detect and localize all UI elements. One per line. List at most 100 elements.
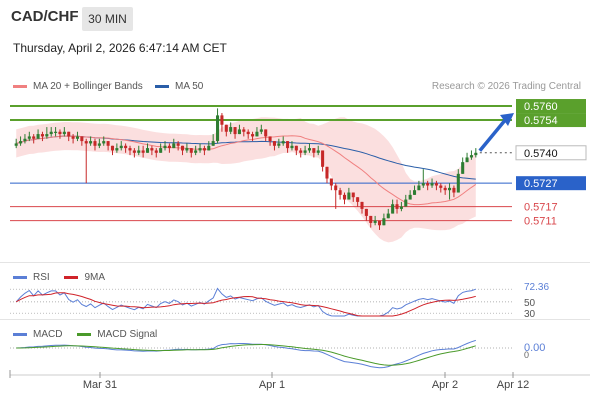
candle xyxy=(154,148,158,158)
candle xyxy=(233,127,237,139)
candle-body xyxy=(40,134,44,137)
rsi-line xyxy=(15,287,476,317)
candle-body xyxy=(172,143,176,149)
candle-body xyxy=(364,208,368,216)
x-tick-label: Apr 1 xyxy=(259,379,285,391)
candle-body xyxy=(110,145,115,151)
candle xyxy=(334,183,338,209)
candle-body xyxy=(119,145,123,149)
candle xyxy=(242,127,246,137)
legend-macd-label: MACD xyxy=(33,329,63,340)
candle xyxy=(382,213,386,226)
candle xyxy=(167,143,171,153)
candle xyxy=(268,136,272,146)
candle-body xyxy=(474,152,478,156)
candle xyxy=(49,127,53,137)
candle-body xyxy=(75,136,80,139)
candle-body xyxy=(137,150,141,153)
candle-body xyxy=(207,145,211,151)
candle-body xyxy=(154,150,158,153)
candle-body xyxy=(102,141,106,144)
candle-body xyxy=(124,145,128,149)
price-tag-bg xyxy=(516,99,586,114)
candle xyxy=(386,208,390,219)
candle xyxy=(202,145,206,156)
candle xyxy=(439,183,443,193)
candle-body xyxy=(456,173,460,193)
candle-body xyxy=(430,183,434,186)
candle xyxy=(408,190,412,200)
candle xyxy=(185,143,189,153)
candle-body xyxy=(180,145,185,151)
candle-body xyxy=(106,141,110,146)
candle xyxy=(159,143,163,153)
price-tag-0.5711: 0.5711 xyxy=(524,216,557,228)
candle xyxy=(417,180,421,191)
candle xyxy=(45,127,49,139)
candle xyxy=(27,131,31,142)
candle-body xyxy=(277,143,281,146)
candle-body xyxy=(32,136,36,139)
candle xyxy=(351,192,355,202)
candle-body xyxy=(342,194,347,200)
price-tag-0.5740: 0.5740 xyxy=(515,145,587,161)
candle-body xyxy=(377,220,382,226)
candle-body xyxy=(325,166,329,179)
rsi-tick-label: 72.36 xyxy=(524,282,549,293)
candle xyxy=(294,145,298,156)
candle xyxy=(176,141,180,151)
candle xyxy=(316,145,320,156)
macd-line xyxy=(16,339,476,369)
candle xyxy=(58,129,62,139)
price-tag-label: 0.5754 xyxy=(524,115,558,127)
candle-body xyxy=(45,134,49,137)
price-tag-0.5760: 0.5760 xyxy=(516,99,586,114)
candle xyxy=(342,192,347,205)
candle xyxy=(97,138,101,149)
candle xyxy=(145,143,150,153)
candle-body xyxy=(356,197,360,202)
candle-body xyxy=(176,143,180,146)
candle xyxy=(474,148,478,158)
candle-body xyxy=(255,131,259,137)
candle-body xyxy=(272,141,276,146)
candle-body xyxy=(369,215,373,223)
price-tag-0.5727: 0.5727 xyxy=(516,176,586,191)
candle xyxy=(163,141,167,151)
candle-body xyxy=(159,148,163,153)
datetime-label: Thursday, April 2, 2026 6:47:14 AM CET xyxy=(13,41,227,55)
candle xyxy=(290,141,294,151)
candle-body xyxy=(80,136,84,142)
candle-body xyxy=(299,150,303,153)
candle xyxy=(338,187,342,200)
legend-rsi: RSI 9MA xyxy=(13,272,105,283)
candle-body xyxy=(224,124,228,132)
credit-text: Research © 2026 Trading Central xyxy=(431,81,581,92)
divider-macd xyxy=(0,319,590,320)
legend-rsi-ma-label: 9MA xyxy=(84,272,106,283)
legend-ma50: MA 50 xyxy=(155,81,203,92)
candle-body xyxy=(286,141,290,149)
price-tag-label: 0.5711 xyxy=(524,216,557,228)
target-arrow-shaft xyxy=(478,117,508,152)
price-tag-label: 0.5760 xyxy=(524,101,558,113)
candle xyxy=(246,129,250,139)
price-tag-label: 0.5740 xyxy=(524,148,558,160)
candle-body xyxy=(334,185,338,191)
candle xyxy=(54,127,58,137)
candle xyxy=(255,127,259,137)
x-tick-label: Apr 2 xyxy=(432,379,458,391)
candle-body xyxy=(237,129,241,135)
candle xyxy=(207,141,211,151)
candle xyxy=(71,134,75,144)
candle xyxy=(237,124,241,135)
macd-swatch xyxy=(13,332,27,336)
candle xyxy=(19,136,23,146)
candle-body xyxy=(189,148,193,153)
target-arrow-head xyxy=(500,113,514,127)
timeframe-button[interactable]: 30 MIN xyxy=(82,7,133,31)
candle-body xyxy=(167,145,171,149)
candle-body xyxy=(141,150,145,153)
